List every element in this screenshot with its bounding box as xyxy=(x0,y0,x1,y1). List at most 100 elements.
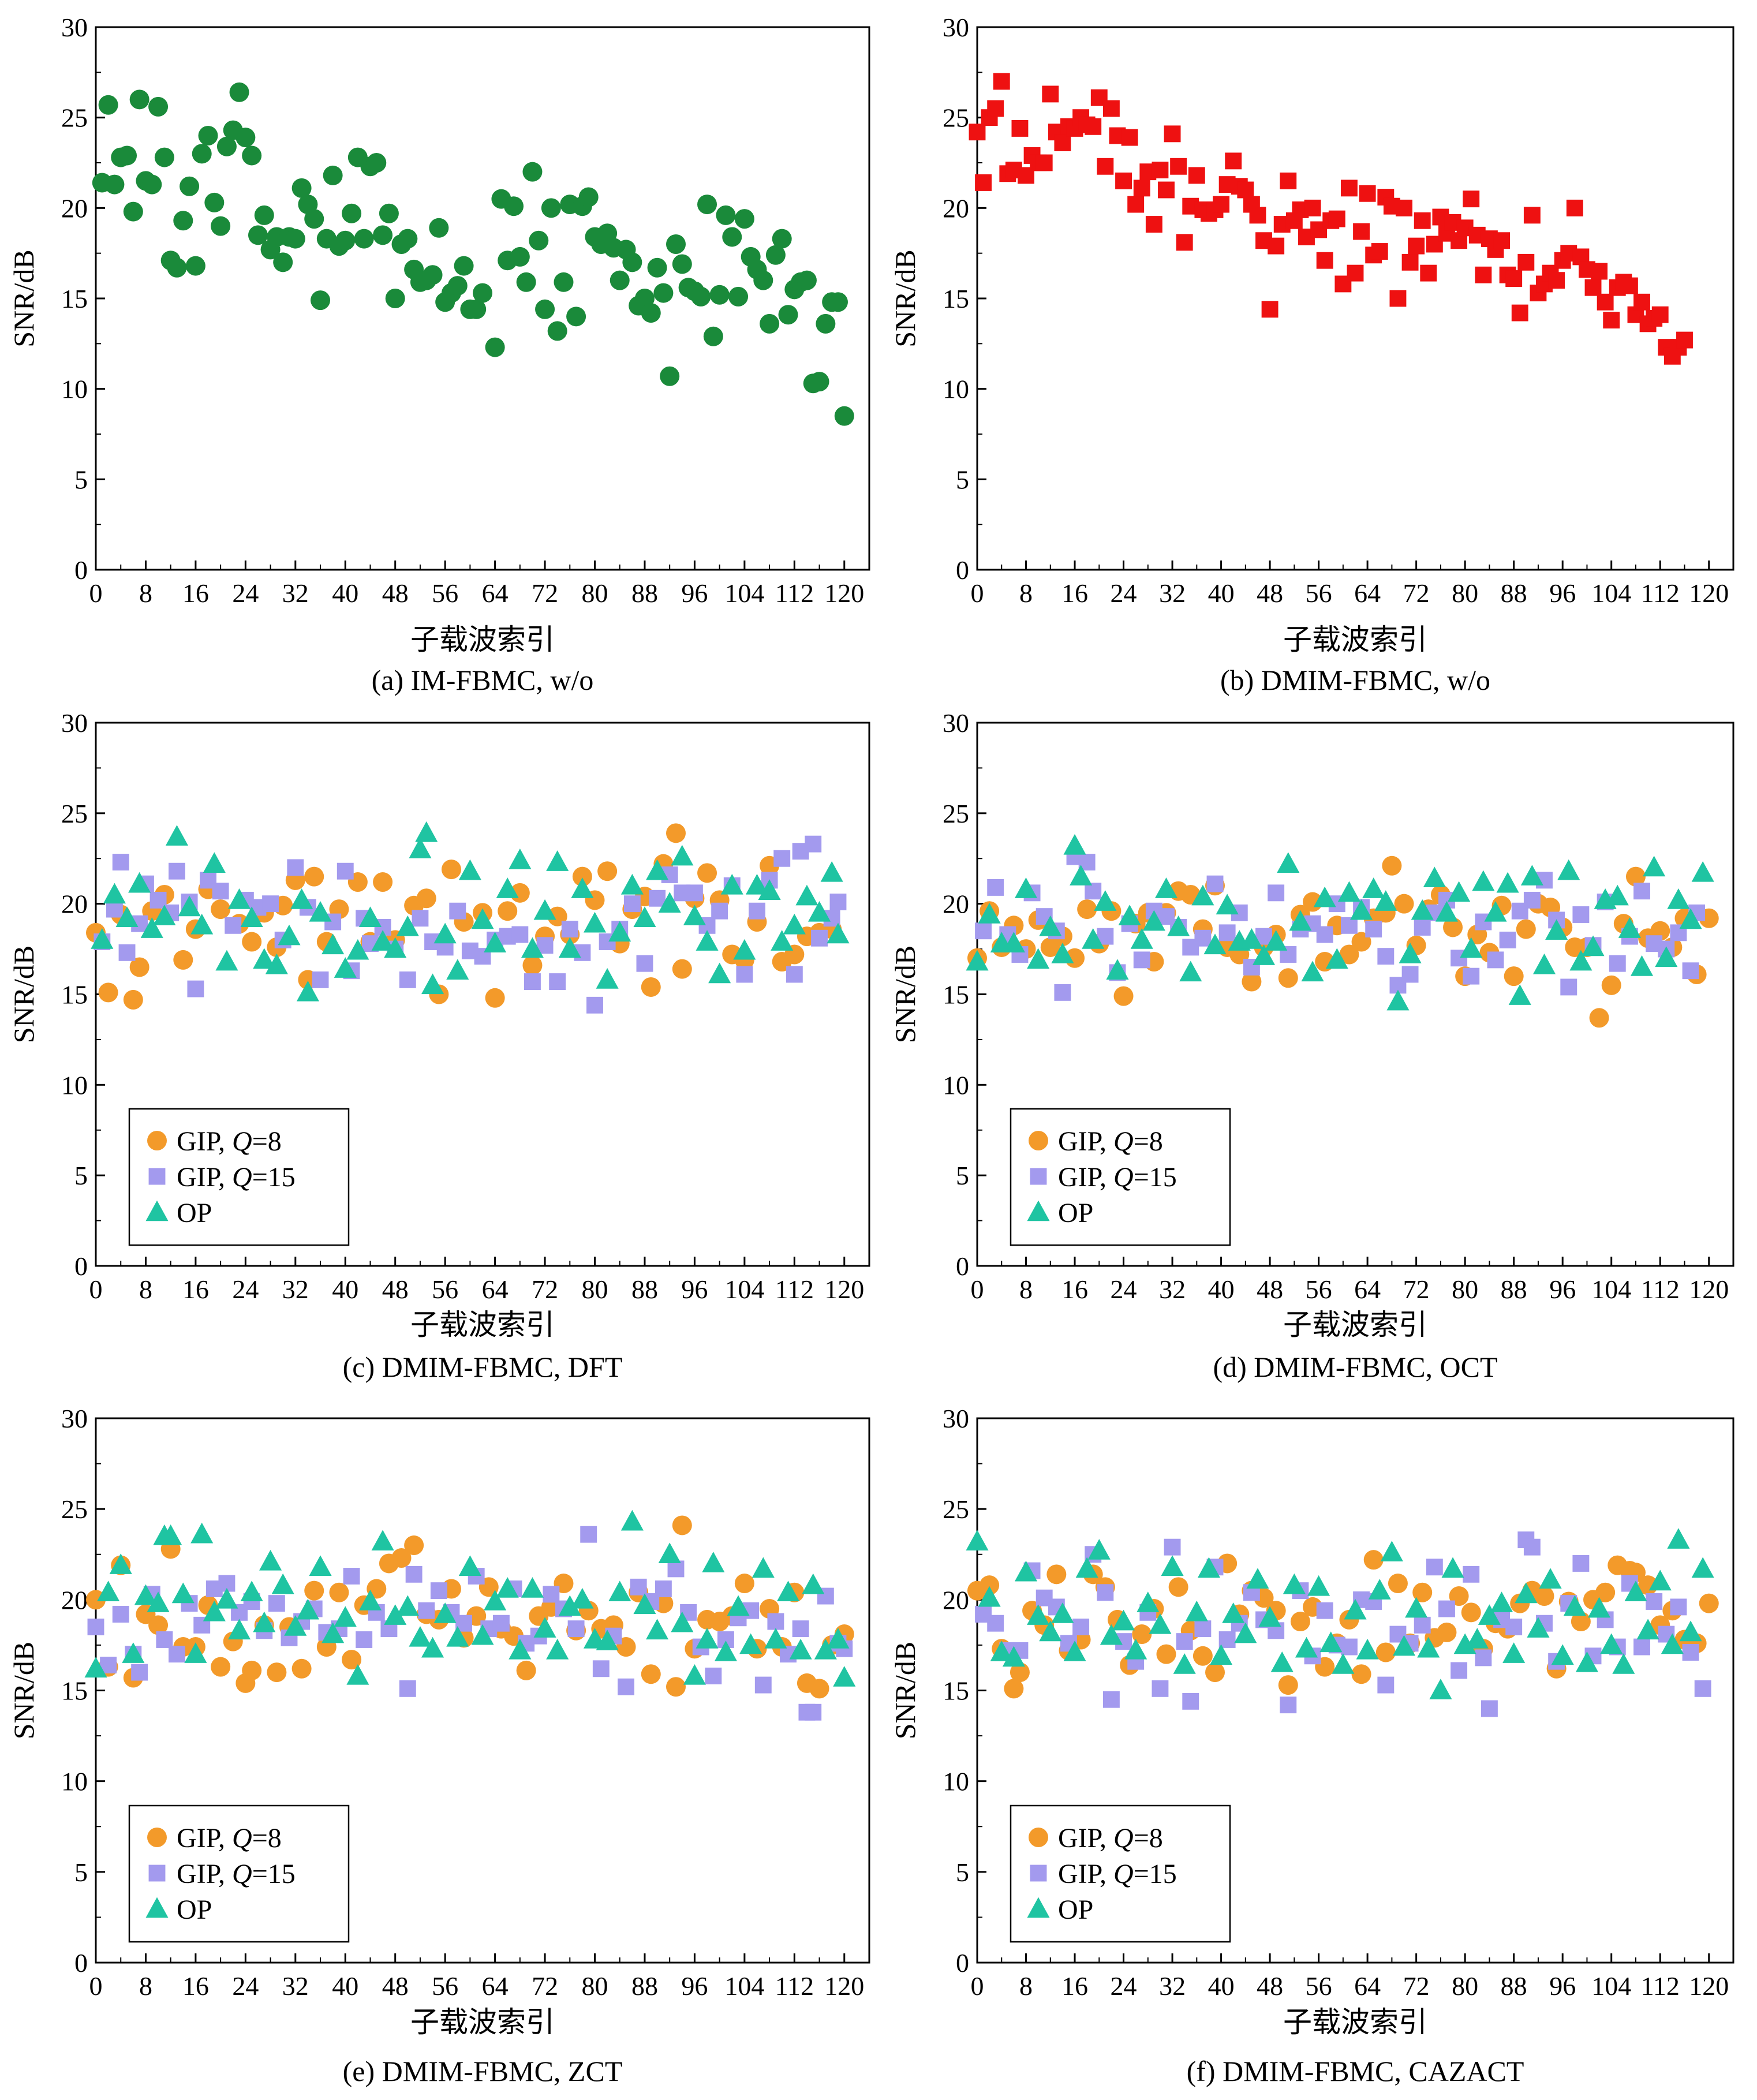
data-point xyxy=(1441,1557,1464,1578)
data-point xyxy=(215,950,238,971)
y-tick-label: 10 xyxy=(61,1767,88,1796)
data-point xyxy=(636,955,653,972)
data-point xyxy=(1167,916,1190,936)
data-point xyxy=(795,884,818,906)
data-point xyxy=(641,303,661,323)
data-point xyxy=(1575,1651,1599,1672)
x-axis-label: 子载波索引 xyxy=(1283,1308,1427,1342)
data-point xyxy=(1380,1541,1403,1561)
data-point xyxy=(658,1542,681,1564)
data-point xyxy=(240,906,263,928)
x-tick-label: 48 xyxy=(1257,1275,1283,1304)
data-point xyxy=(705,1667,722,1684)
data-point xyxy=(1097,1584,1114,1601)
x-tick-label: 112 xyxy=(1641,578,1680,608)
y-tick-label: 15 xyxy=(61,284,88,313)
data-point xyxy=(1027,1604,1050,1625)
data-point xyxy=(1401,966,1419,983)
data-point xyxy=(1094,890,1117,911)
data-point xyxy=(1161,1555,1184,1576)
y-tick-label: 20 xyxy=(61,1585,88,1615)
data-point xyxy=(122,1642,145,1663)
x-tick-label: 24 xyxy=(232,578,259,608)
x-axis-label: 子载波索引 xyxy=(410,2005,555,2039)
x-tick-label: 104 xyxy=(1591,1971,1631,2001)
data-point xyxy=(978,1586,1001,1607)
data-point xyxy=(773,850,791,867)
data-point xyxy=(399,971,416,988)
data-point xyxy=(253,1611,276,1632)
data-point xyxy=(1493,232,1510,249)
data-point xyxy=(358,906,382,928)
data-point xyxy=(1307,1575,1330,1596)
data-point xyxy=(1278,968,1298,988)
data-point xyxy=(1382,855,1402,876)
data-point xyxy=(1490,1591,1513,1612)
legend-marker-gip15 xyxy=(1030,1864,1047,1882)
y-tick-label: 0 xyxy=(74,1251,88,1281)
data-point xyxy=(262,895,279,913)
data-point xyxy=(404,1535,424,1556)
data-point xyxy=(334,957,357,978)
data-point xyxy=(697,195,717,215)
data-point xyxy=(1197,1557,1221,1578)
data-point xyxy=(1386,989,1410,1011)
data-point xyxy=(391,1548,412,1568)
data-point xyxy=(1375,1642,1396,1662)
x-tick-label: 112 xyxy=(1641,1275,1680,1304)
data-point xyxy=(558,1595,581,1616)
x-tick-label: 80 xyxy=(582,578,608,608)
data-point xyxy=(171,1582,195,1604)
data-point xyxy=(1124,1638,1147,1660)
data-point xyxy=(421,1636,444,1658)
data-point xyxy=(1625,866,1646,887)
data-point xyxy=(728,286,749,307)
legend-label-gip15: GIP, Q=15 xyxy=(1058,1162,1177,1193)
legend-label-gip15: GIP, Q=15 xyxy=(177,1162,296,1193)
chart-caption: (f) DMIM-FBMC, CAZACT xyxy=(1187,2055,1524,2087)
data-point xyxy=(1261,301,1279,318)
y-tick-label: 0 xyxy=(956,1251,969,1281)
data-point xyxy=(1027,948,1050,969)
x-tick-label: 0 xyxy=(89,1275,103,1304)
data-point xyxy=(156,1631,173,1648)
chart-caption: (d) DMIM-FBMC, OCT xyxy=(1213,1351,1497,1383)
y-tick-label: 15 xyxy=(943,284,969,313)
data-point xyxy=(510,246,530,267)
data-point xyxy=(235,128,256,148)
data-point xyxy=(596,1630,619,1650)
y-tick-label: 30 xyxy=(61,708,88,738)
data-point xyxy=(533,1617,556,1638)
x-tick-label: 16 xyxy=(182,578,209,608)
data-point xyxy=(371,1530,394,1551)
x-tick-label: 32 xyxy=(282,1971,309,2001)
data-point xyxy=(112,1606,129,1623)
data-point xyxy=(767,1613,784,1630)
data-point xyxy=(242,932,262,952)
data-point xyxy=(285,229,305,249)
data-point xyxy=(597,861,618,881)
data-point xyxy=(771,930,794,951)
x-tick-label: 64 xyxy=(482,1971,509,2001)
x-tick-label: 0 xyxy=(971,1971,984,2001)
data-point xyxy=(1270,1651,1294,1672)
y-axis-label: SNR/dB xyxy=(889,1642,921,1740)
y-tick-label: 5 xyxy=(74,465,88,494)
data-point xyxy=(529,230,549,251)
data-point xyxy=(1002,932,1025,952)
data-point xyxy=(259,1549,282,1571)
legend-label-op: OP xyxy=(177,1895,212,1925)
data-point xyxy=(1516,919,1536,939)
data-point xyxy=(1051,943,1074,963)
data-point xyxy=(97,1580,120,1602)
x-tick-label: 64 xyxy=(482,578,509,608)
x-tick-label: 96 xyxy=(1549,1275,1576,1304)
data-point xyxy=(284,1615,307,1636)
data-point xyxy=(1328,210,1345,227)
data-point xyxy=(1168,1577,1188,1597)
data-point xyxy=(1534,1586,1554,1606)
data-point xyxy=(1679,908,1702,929)
data-point xyxy=(1289,910,1312,931)
x-tick-label: 112 xyxy=(1641,1971,1680,2001)
